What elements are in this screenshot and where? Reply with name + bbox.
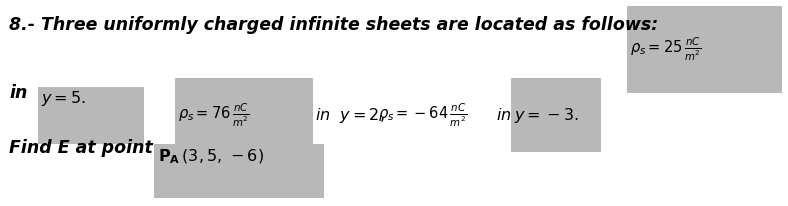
FancyBboxPatch shape — [154, 144, 324, 198]
Text: Find E at point: Find E at point — [9, 139, 153, 157]
FancyBboxPatch shape — [175, 78, 313, 152]
Text: $\rho_s = 25\,\frac{nC}{m^2}$: $\rho_s = 25\,\frac{nC}{m^2}$ — [630, 36, 702, 63]
Text: $\mathbf{\mathit{in}}$: $\mathbf{\mathit{in}}$ — [496, 107, 512, 123]
FancyBboxPatch shape — [38, 87, 144, 144]
Text: 8.- Three uniformly charged infinite sheets are located as follows:: 8.- Three uniformly charged infinite she… — [9, 16, 659, 34]
Text: in: in — [9, 84, 28, 102]
FancyBboxPatch shape — [511, 78, 601, 152]
FancyBboxPatch shape — [627, 6, 782, 93]
Text: $\mathbf{\mathit{in}}$  $\mathbf{\mathit{y = 2,}}$: $\mathbf{\mathit{in}}$ $\mathbf{\mathit{… — [315, 106, 385, 125]
Text: $\rho_s = -64\,\frac{nC}{m^2}$: $\rho_s = -64\,\frac{nC}{m^2}$ — [378, 102, 467, 129]
Text: $y = 5.$: $y = 5.$ — [41, 89, 86, 108]
Text: $\rho_s = 76\,\frac{nC}{m^2}$: $\rho_s = 76\,\frac{nC}{m^2}$ — [178, 102, 250, 129]
Text: $\mathbf{P_A}$$\mathbf{\mathit{\,(3,5,\,-6)}}$: $\mathbf{P_A}$$\mathbf{\mathit{\,(3,5,\,… — [158, 147, 263, 166]
Text: $\mathbf{\mathit{y = -3.}}$: $\mathbf{\mathit{y = -3.}}$ — [514, 106, 578, 125]
